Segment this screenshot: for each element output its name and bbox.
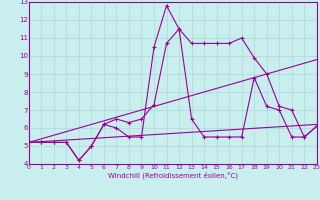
X-axis label: Windchill (Refroidissement éolien,°C): Windchill (Refroidissement éolien,°C) [108,171,238,179]
